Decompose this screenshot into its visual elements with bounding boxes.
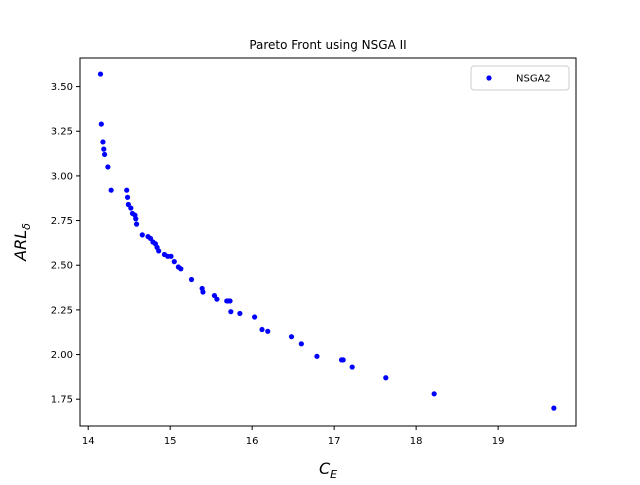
data-point xyxy=(551,405,557,411)
data-point xyxy=(298,341,304,347)
legend-box xyxy=(470,65,570,91)
x-axis-label-subscript: E xyxy=(330,468,337,480)
data-point xyxy=(340,357,346,363)
x-axis-label-main: C xyxy=(319,459,331,478)
y-tick-label: 3.00 xyxy=(51,171,73,182)
data-point xyxy=(171,259,177,265)
data-point xyxy=(188,276,195,283)
data-point xyxy=(228,309,234,315)
y-tick-label: 2.25 xyxy=(51,305,73,316)
x-tick-label: 14 xyxy=(82,436,95,447)
plot-area-frame xyxy=(79,57,577,427)
data-point xyxy=(265,328,271,334)
x-tick-label: 17 xyxy=(328,436,341,447)
y-tick-label: 2.00 xyxy=(51,350,73,361)
data-points xyxy=(97,71,557,411)
x-tick-label: 16 xyxy=(246,436,259,447)
data-point xyxy=(97,71,104,77)
legend: NSGA2 xyxy=(470,65,570,91)
data-point xyxy=(237,310,243,317)
data-point xyxy=(101,146,107,152)
data-point xyxy=(288,334,295,340)
data-point xyxy=(133,216,139,222)
data-point xyxy=(168,253,174,259)
data-point xyxy=(101,151,108,158)
data-point xyxy=(314,353,320,359)
legend-marker xyxy=(486,75,492,81)
y-tick-label: 1.75 xyxy=(51,395,73,406)
y-axis-label: ARLδ xyxy=(11,223,33,262)
data-point xyxy=(124,194,131,200)
data-point xyxy=(105,164,111,170)
data-point xyxy=(252,314,258,320)
data-point xyxy=(108,187,114,193)
data-point xyxy=(259,326,265,333)
data-point xyxy=(227,298,233,304)
y-axis-ticks: 1.75 2.00 2.25 2.50 2.75 3.00 3.25 3.50 xyxy=(51,82,80,406)
data-point xyxy=(349,364,355,370)
y-tick-label: 3.50 xyxy=(51,82,73,93)
data-point xyxy=(139,232,145,238)
data-point xyxy=(431,391,437,397)
x-tick-label: 18 xyxy=(410,436,423,447)
data-point xyxy=(214,296,220,302)
data-point xyxy=(128,205,134,211)
y-tick-label: 2.50 xyxy=(51,261,73,272)
x-axis-ticks: 14 15 16 17 18 19 xyxy=(82,426,505,447)
y-tick-label: 2.75 xyxy=(51,216,73,227)
data-point xyxy=(178,266,184,272)
data-point xyxy=(156,248,162,254)
x-tick-label: 19 xyxy=(492,436,505,447)
data-point xyxy=(98,121,104,127)
data-point xyxy=(383,375,389,381)
y-tick-label: 3.25 xyxy=(51,127,73,138)
data-point xyxy=(100,139,106,145)
y-axis-label-main: ARL xyxy=(11,230,30,262)
data-point xyxy=(133,221,140,227)
x-axis-label: CE xyxy=(319,459,337,480)
chart-title: Pareto Front using NSGA II xyxy=(249,38,406,52)
legend-label: NSGA2 xyxy=(516,74,551,85)
x-tick-label: 15 xyxy=(164,436,177,447)
data-point xyxy=(124,187,130,193)
y-axis-label-subscript: δ xyxy=(20,223,33,230)
data-point xyxy=(200,289,206,295)
